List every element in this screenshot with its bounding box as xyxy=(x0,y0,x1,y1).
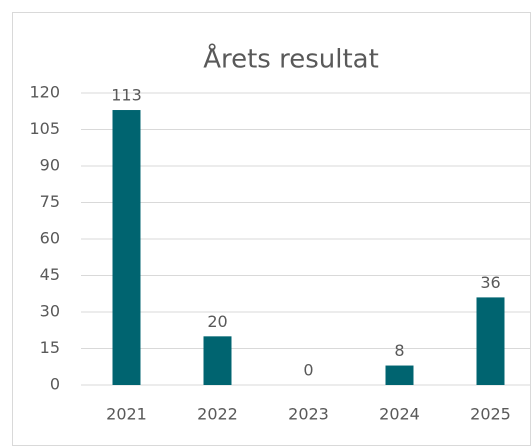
x-tick-label: 2022 xyxy=(197,405,238,424)
bar xyxy=(385,365,414,385)
data-label: 0 xyxy=(303,361,313,380)
y-tick-label: 120 xyxy=(29,83,60,102)
bar xyxy=(203,336,232,385)
y-tick-label: 15 xyxy=(40,338,60,357)
x-tick-label: 2023 xyxy=(288,405,329,424)
bar xyxy=(476,297,505,385)
chart-frame xyxy=(12,12,531,446)
data-label: 20 xyxy=(207,312,227,331)
y-tick-label: 105 xyxy=(29,119,60,138)
data-label: 8 xyxy=(394,341,404,360)
data-label: 36 xyxy=(480,273,500,292)
x-tick-label: 2025 xyxy=(470,405,511,424)
y-tick-label: 45 xyxy=(40,265,60,284)
bar xyxy=(112,110,141,386)
y-tick-label: 0 xyxy=(50,375,60,394)
x-tick-label: 2021 xyxy=(106,405,147,424)
chart-title: Årets resultat xyxy=(203,43,379,75)
y-tick-label: 75 xyxy=(40,192,60,211)
x-tick-label: 2024 xyxy=(379,405,420,424)
y-tick-label: 90 xyxy=(40,156,60,175)
y-tick-label: 30 xyxy=(40,302,60,321)
y-tick-label: 60 xyxy=(40,229,60,248)
data-label: 113 xyxy=(111,86,142,105)
